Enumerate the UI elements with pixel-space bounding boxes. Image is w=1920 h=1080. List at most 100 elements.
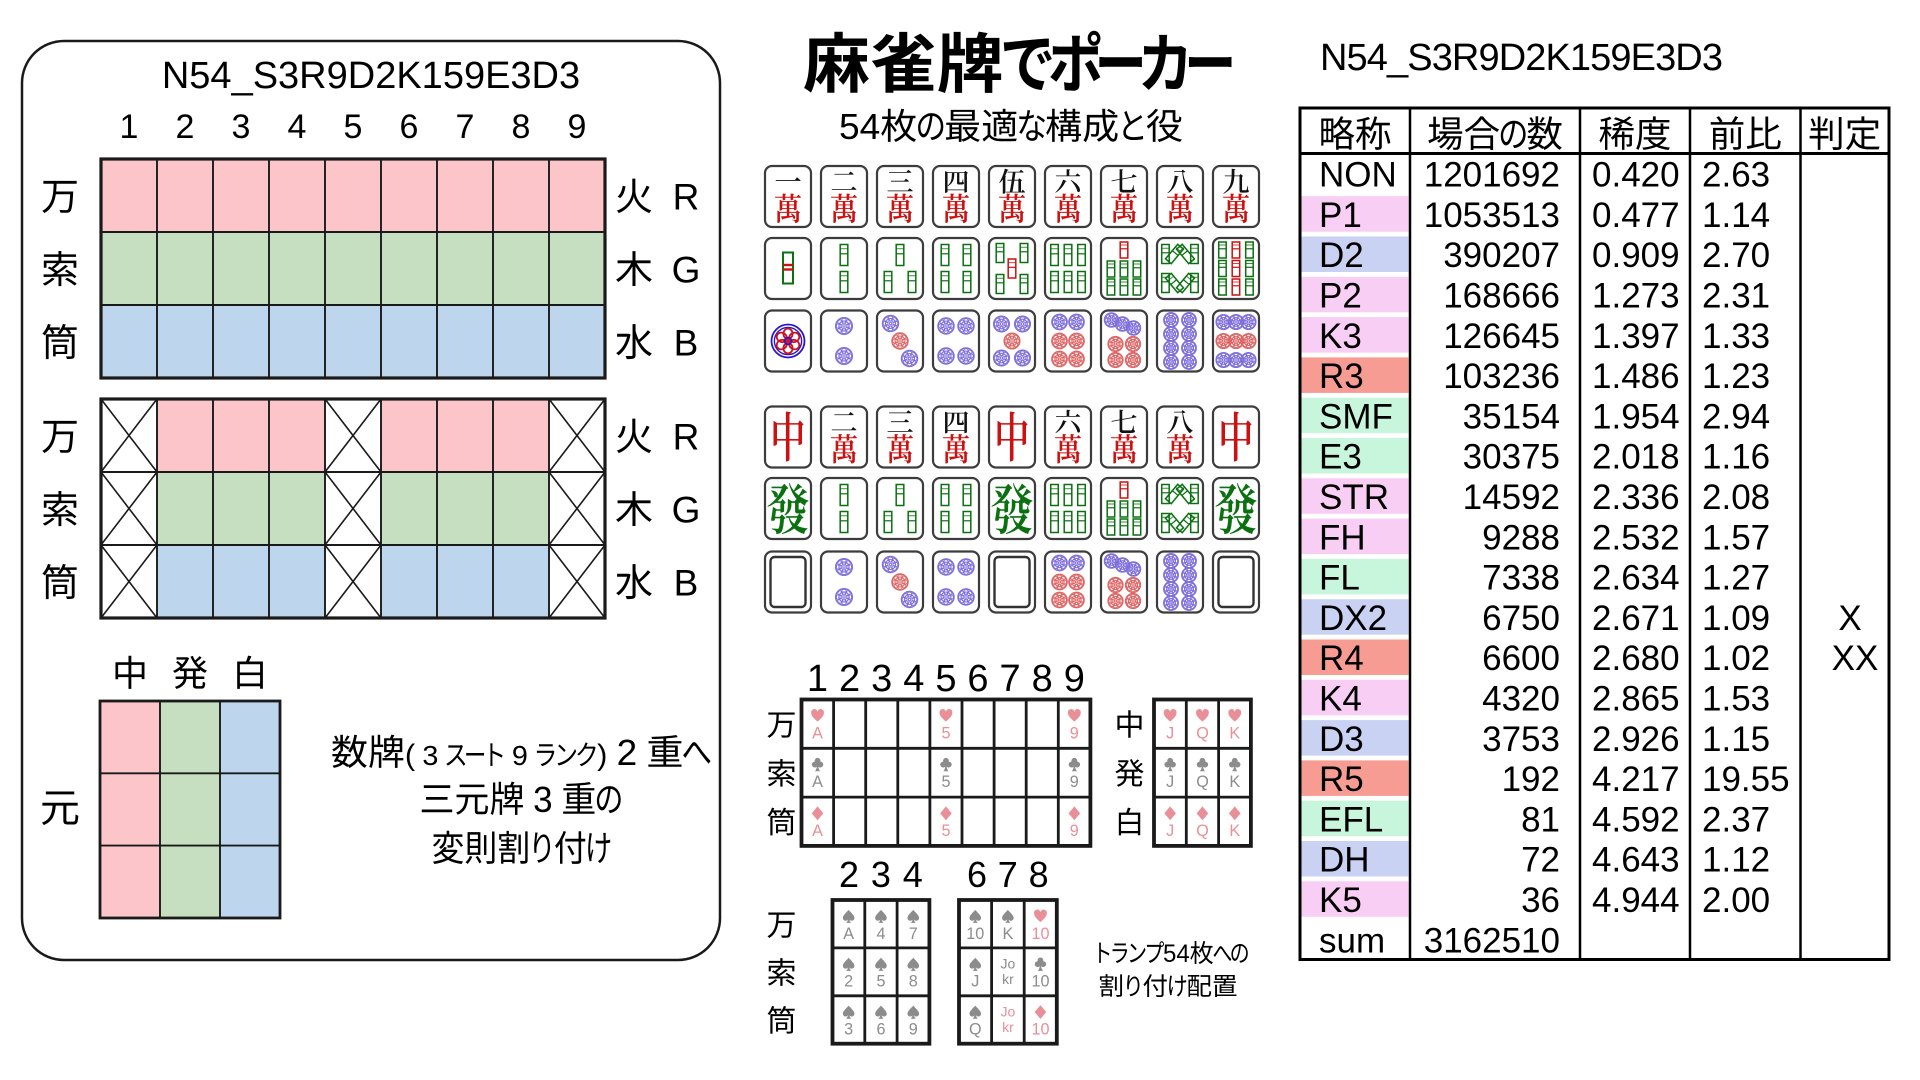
svg-text:K: K <box>1002 925 1013 943</box>
svg-text:kr: kr <box>1002 971 1014 987</box>
svg-text:9288: 9288 <box>1482 518 1560 557</box>
svg-text:7338: 7338 <box>1482 559 1560 598</box>
svg-text:36: 36 <box>1521 881 1560 920</box>
svg-text:81: 81 <box>1521 800 1560 839</box>
svg-text:168666: 168666 <box>1443 277 1560 316</box>
svg-text:NON: NON <box>1319 156 1397 195</box>
svg-text:2.926: 2.926 <box>1592 720 1680 759</box>
svg-text:kr: kr <box>1002 1019 1014 1035</box>
svg-text:X: X <box>1838 599 1861 638</box>
svg-text:Jo: Jo <box>1001 955 1016 971</box>
svg-text:1.16: 1.16 <box>1702 438 1770 477</box>
svg-text:P1: P1 <box>1319 196 1362 235</box>
svg-text:2.31: 2.31 <box>1702 277 1770 316</box>
svg-text:0.420: 0.420 <box>1592 156 1680 195</box>
svg-text:2: 2 <box>617 732 638 772</box>
svg-text:2: 2 <box>176 108 195 146</box>
svg-text:7: 7 <box>456 108 475 146</box>
svg-text:3: 3 <box>871 658 892 700</box>
svg-text:6: 6 <box>967 854 987 895</box>
svg-text:2.671: 2.671 <box>1592 599 1680 638</box>
svg-text:G: G <box>672 250 701 291</box>
svg-text:2.08: 2.08 <box>1702 478 1770 517</box>
svg-text:35154: 35154 <box>1463 397 1560 436</box>
svg-text:2.680: 2.680 <box>1592 639 1680 678</box>
svg-text:14592: 14592 <box>1463 478 1560 517</box>
svg-text:5: 5 <box>344 108 363 146</box>
svg-text:sum: sum <box>1319 921 1385 960</box>
svg-text:54: 54 <box>1163 941 1190 969</box>
svg-text:30375: 30375 <box>1463 438 1560 477</box>
svg-text:D3: D3 <box>1319 720 1364 759</box>
svg-text:1.33: 1.33 <box>1702 317 1770 356</box>
svg-text:A: A <box>812 724 823 742</box>
svg-text:6: 6 <box>876 1021 885 1039</box>
svg-text:3: 3 <box>422 740 438 772</box>
svg-text:390207: 390207 <box>1443 236 1560 275</box>
svg-text:3753: 3753 <box>1482 720 1560 759</box>
svg-text:Q: Q <box>1196 724 1209 742</box>
svg-text:3: 3 <box>871 854 891 895</box>
svg-text:K: K <box>1229 724 1240 742</box>
svg-text:Q: Q <box>1196 822 1209 840</box>
svg-text:J: J <box>1166 822 1174 840</box>
svg-text:4320: 4320 <box>1482 680 1560 719</box>
svg-text:N54_S3R9D2K159E3D3: N54_S3R9D2K159E3D3 <box>162 55 580 97</box>
svg-text:1.12: 1.12 <box>1702 841 1770 880</box>
svg-text:R5: R5 <box>1319 760 1364 799</box>
svg-text:5: 5 <box>941 724 950 742</box>
svg-text:4: 4 <box>903 658 924 700</box>
svg-text:K3: K3 <box>1319 317 1362 356</box>
svg-text:1.27: 1.27 <box>1702 559 1770 598</box>
svg-text:STR: STR <box>1319 478 1389 517</box>
svg-text:4.944: 4.944 <box>1592 881 1680 920</box>
svg-text:SMF: SMF <box>1319 397 1393 436</box>
svg-text:R3: R3 <box>1319 357 1364 396</box>
svg-text:2.336: 2.336 <box>1592 478 1680 517</box>
svg-text:0.477: 0.477 <box>1592 196 1680 235</box>
svg-text:K4: K4 <box>1319 680 1362 719</box>
svg-text:5: 5 <box>941 773 950 791</box>
svg-text:2: 2 <box>839 854 859 895</box>
svg-text:4.643: 4.643 <box>1592 841 1680 880</box>
svg-text:A: A <box>812 773 823 791</box>
svg-text:1.23: 1.23 <box>1702 357 1770 396</box>
svg-text:6750: 6750 <box>1482 599 1560 638</box>
svg-text:2.70: 2.70 <box>1702 236 1770 275</box>
svg-text:1.57: 1.57 <box>1702 518 1770 557</box>
svg-text:K: K <box>1229 822 1240 840</box>
svg-text:9: 9 <box>909 1021 918 1039</box>
svg-text:2.37: 2.37 <box>1702 800 1770 839</box>
svg-text:EFL: EFL <box>1319 800 1383 839</box>
svg-text:9: 9 <box>1070 822 1079 840</box>
svg-text:9: 9 <box>568 108 587 146</box>
svg-text:Q: Q <box>969 1021 982 1039</box>
svg-text:G: G <box>672 490 701 531</box>
svg-text:2.63: 2.63 <box>1702 156 1770 195</box>
svg-text:3: 3 <box>844 1021 853 1039</box>
svg-text:2: 2 <box>844 973 853 991</box>
svg-text:8: 8 <box>909 973 918 991</box>
svg-text:6600: 6600 <box>1482 639 1560 678</box>
svg-text:J: J <box>971 973 979 991</box>
svg-text:A: A <box>812 822 823 840</box>
svg-text:B: B <box>674 563 699 604</box>
svg-text:A: A <box>843 925 854 943</box>
svg-text:1201692: 1201692 <box>1424 156 1560 195</box>
svg-text:FH: FH <box>1319 518 1366 557</box>
svg-text:10: 10 <box>966 925 984 943</box>
svg-text:10: 10 <box>1031 1021 1049 1039</box>
svg-text:(: ( <box>405 738 415 772</box>
svg-text:4: 4 <box>903 854 923 895</box>
svg-text:1: 1 <box>807 658 828 700</box>
svg-text:P2: P2 <box>1319 277 1362 316</box>
svg-text:R4: R4 <box>1319 639 1364 678</box>
svg-text:1.486: 1.486 <box>1592 357 1680 396</box>
svg-text:7: 7 <box>1000 658 1021 700</box>
svg-text:8: 8 <box>1029 854 1049 895</box>
svg-text:1053513: 1053513 <box>1424 196 1560 235</box>
svg-text:3: 3 <box>533 780 552 821</box>
svg-text:1.02: 1.02 <box>1702 639 1770 678</box>
svg-text:103236: 103236 <box>1443 357 1560 396</box>
svg-text:1.273: 1.273 <box>1592 277 1680 316</box>
